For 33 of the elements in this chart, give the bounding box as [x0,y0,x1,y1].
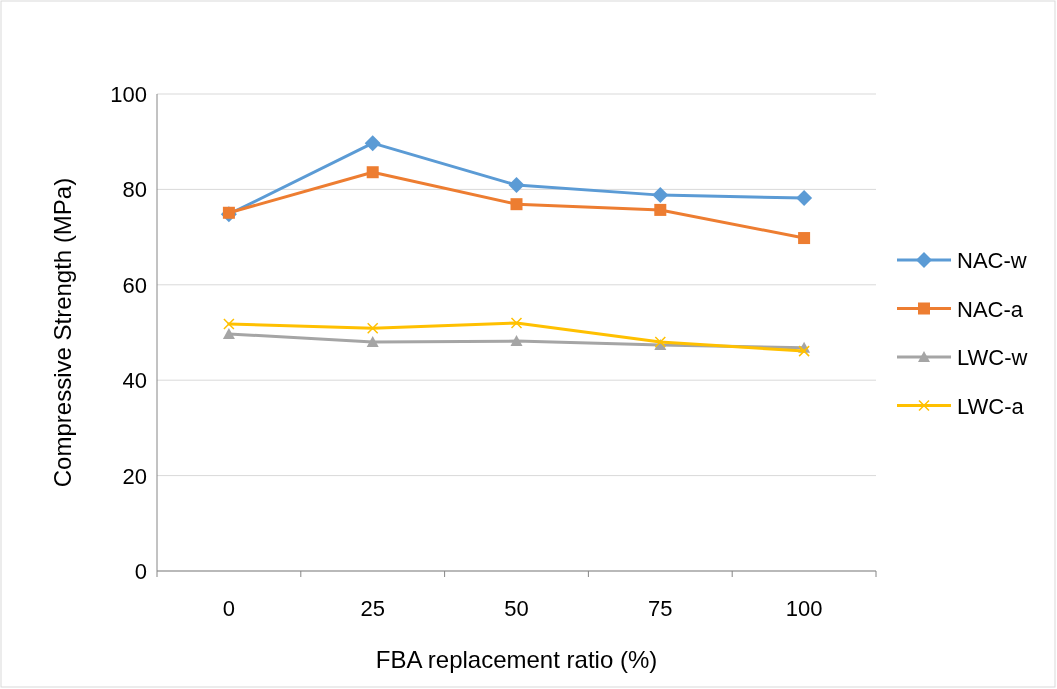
x-tick-label: 100 [785,596,823,621]
point [510,335,523,347]
x-tick-label: 25 [360,596,385,621]
point [222,206,235,219]
y-tick-label: 40 [122,368,147,394]
point [366,322,379,334]
legend-label: LWC-a [957,393,1025,419]
x-tick-label: 0 [222,596,236,621]
point [798,232,811,245]
point [366,166,379,179]
point [222,327,235,339]
point [654,203,667,216]
point [510,198,523,211]
x-tick-label: 50 [504,596,529,621]
x-tick-label: 75 [648,596,673,621]
x-axis-title: FBA replacement ratio (%) [375,646,658,673]
point [508,177,525,194]
point [798,345,810,357]
y-axis-title: Compressive Strength (MPa) [49,177,76,488]
y-tick-label: 60 [122,272,147,298]
point [510,317,523,329]
point [796,189,813,206]
point [652,187,669,204]
y-tick-label: 100 [110,82,147,107]
legend-label: NAC-w [957,248,1027,273]
y-tick-label: 20 [122,463,147,489]
point [364,135,381,152]
legend-label: LWC-w [957,345,1028,370]
point [366,336,379,348]
point [223,318,235,330]
legend-label: NAC-a [957,296,1024,322]
y-tick-label: 80 [122,177,147,203]
y-tick-label: 0 [134,559,147,584]
